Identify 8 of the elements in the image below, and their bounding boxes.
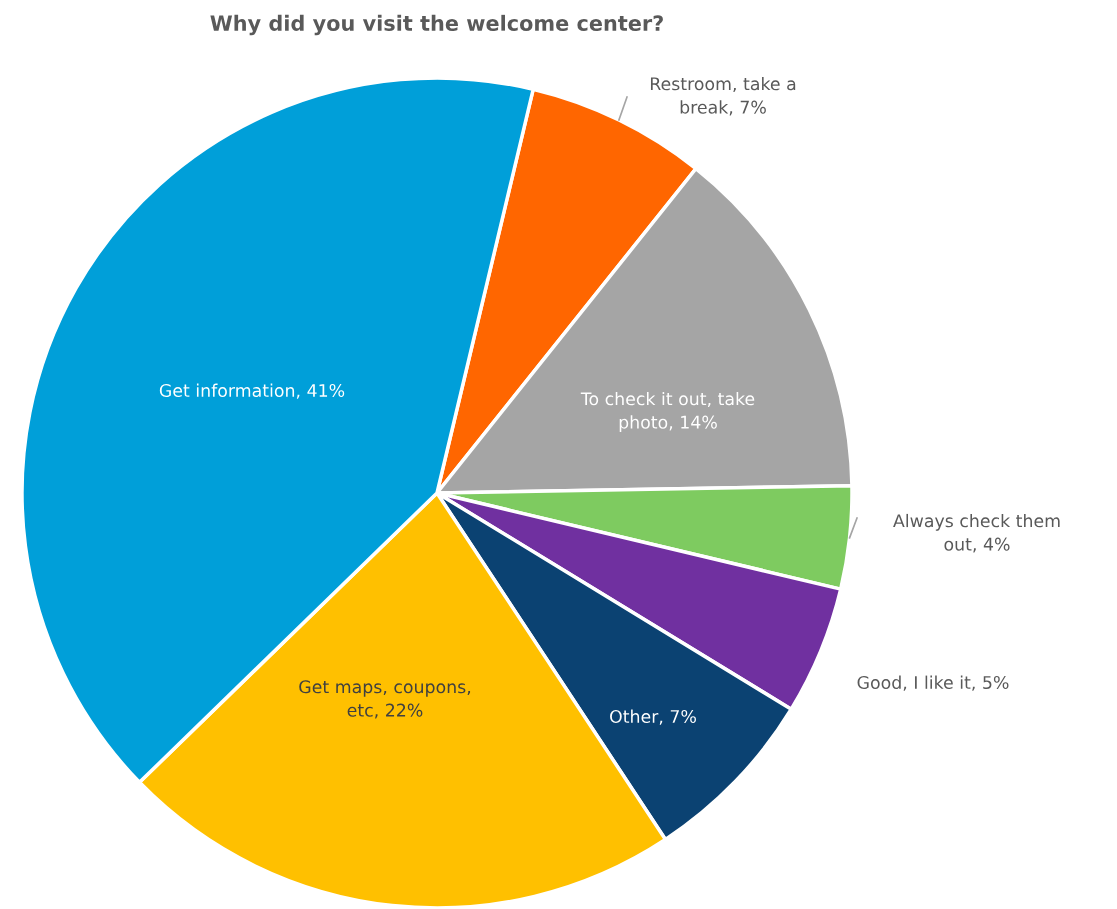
slice-label: To check it out, take photo, 14% (580, 391, 755, 433)
slice-label: Other, 7% (610, 709, 696, 725)
chart-title: Why did you visit the welcome center? (210, 14, 663, 36)
slice-label: Restroom, take a break, 7% (650, 76, 796, 116)
slice-label: Get information, 41% (159, 383, 345, 399)
slice-label: Always check them out, 4% (893, 513, 1060, 553)
slice-label: Get maps, coupons, etc, 22% (299, 680, 471, 719)
slice-label: Good, I like it, 5% (857, 675, 1009, 691)
